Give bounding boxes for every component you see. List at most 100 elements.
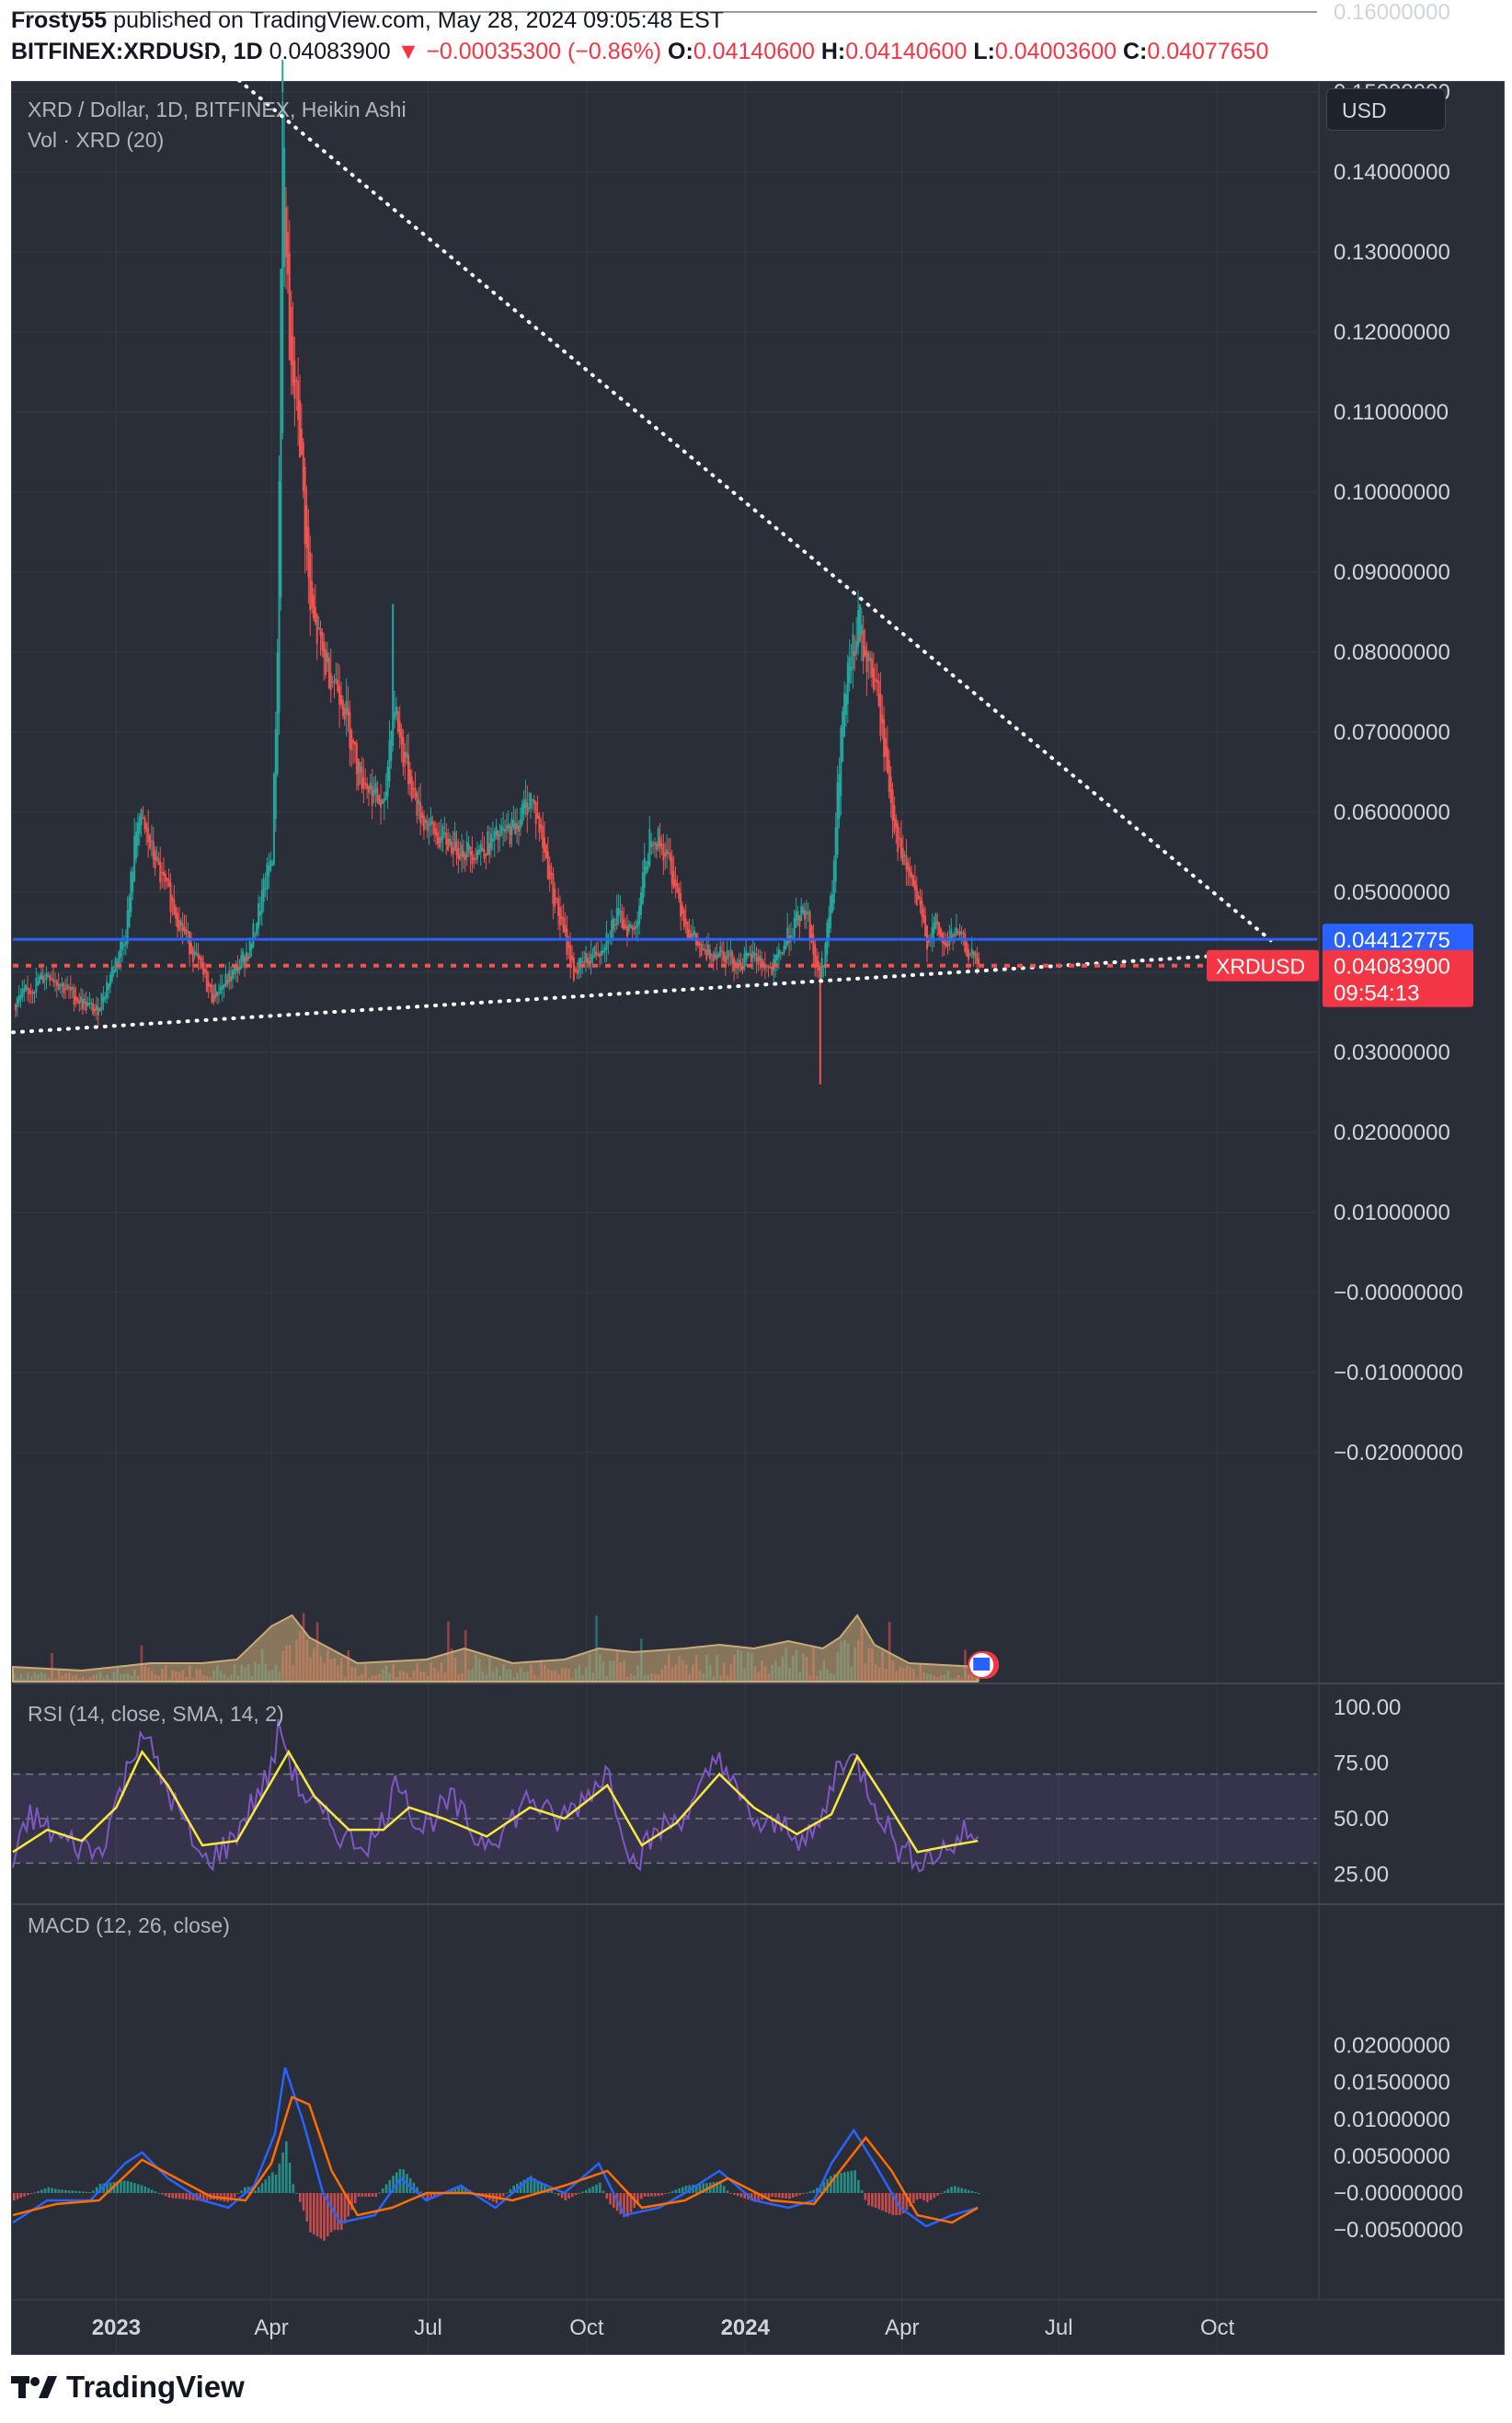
candle-body <box>300 429 303 455</box>
candle-body <box>311 580 314 609</box>
candle-body <box>727 955 730 957</box>
candle-body <box>913 880 916 891</box>
candle-body <box>414 787 417 798</box>
candle-body <box>285 207 288 258</box>
macd-pane[interactable] <box>12 2067 980 2241</box>
macd-histogram-bar <box>40 2189 43 2193</box>
macd-histogram-bar <box>871 2193 874 2207</box>
macd-histogram-bar <box>781 2193 785 2199</box>
candle-body <box>64 988 67 991</box>
candle-body <box>224 973 227 986</box>
candle-body <box>738 959 740 966</box>
candle-body <box>268 865 270 877</box>
macd-histogram-bar <box>337 2193 339 2231</box>
candle-body <box>238 966 241 970</box>
candle-body <box>407 754 410 785</box>
volume-legend-title[interactable]: Vol · XRD (20) <box>28 128 165 152</box>
candle-body <box>39 975 41 983</box>
candle-body <box>657 828 659 847</box>
macd-histogram-bar <box>601 2190 605 2193</box>
candle-body <box>897 823 899 853</box>
macd-histogram-bar <box>694 2184 698 2193</box>
macd-histogram-bar <box>181 2193 185 2199</box>
macd-histogram-bar <box>51 2188 53 2193</box>
candle-body <box>751 951 754 959</box>
macd-histogram-bar <box>326 2193 329 2237</box>
x-tick-label: Apr <box>254 2315 288 2340</box>
candle-body <box>538 815 541 833</box>
candle-body <box>325 649 327 675</box>
macd-histogram-bar <box>560 2193 564 2199</box>
macd-histogram-bar <box>867 2193 870 2206</box>
candle-body <box>681 904 683 914</box>
candle-body <box>655 843 658 850</box>
macd-histogram-bar <box>536 2180 540 2193</box>
macd-histogram-bar <box>343 2193 347 2223</box>
candle-body <box>627 924 630 932</box>
candle-body <box>534 801 537 824</box>
candle-body <box>315 614 318 645</box>
candle-body <box>207 981 210 987</box>
tradingview-logo[interactable]: TradingView <box>11 2370 245 2405</box>
candle-body <box>816 955 819 968</box>
candle-body <box>843 693 846 737</box>
candle-body <box>477 848 480 856</box>
macd-histogram-bar <box>836 2173 840 2193</box>
macd-histogram-bar <box>526 2177 529 2193</box>
candle-body <box>810 925 813 942</box>
candle-body <box>447 838 450 851</box>
candle-body <box>398 721 401 738</box>
candle-body <box>487 831 489 856</box>
rsi-legend-title[interactable]: RSI (14, close, SMA, 14, 2) <box>28 1702 284 1726</box>
candle-body <box>844 694 847 716</box>
rsi-pane[interactable] <box>12 1718 1317 1873</box>
candle-body <box>286 232 289 275</box>
candle-body <box>702 948 704 950</box>
candle-body <box>159 861 162 883</box>
macd-histogram-bar <box>302 2193 305 2211</box>
candle-body <box>173 899 176 915</box>
macd-legend-title[interactable]: MACD (12, 26, close) <box>28 1913 230 1937</box>
candle-body <box>690 934 693 940</box>
candle-body <box>388 740 391 782</box>
candle-body <box>441 826 444 840</box>
candle-body <box>786 927 789 945</box>
macd-histogram-bar <box>47 2187 51 2193</box>
macd-histogram-bar <box>502 2193 505 2197</box>
macd-histogram-bar <box>909 2193 911 2207</box>
candle-body <box>95 1005 97 1010</box>
candle-body <box>81 999 84 1009</box>
candle-body <box>814 944 817 968</box>
candle-body <box>819 966 821 989</box>
candle-body <box>319 628 322 636</box>
macd-histogram-bar <box>450 2189 453 2193</box>
candle-body <box>390 730 393 761</box>
macd-histogram-bar <box>860 2189 864 2193</box>
candle-body <box>891 789 894 821</box>
candle-body <box>667 851 670 854</box>
macd-histogram-bar <box>64 2189 67 2193</box>
candle-body <box>52 979 55 982</box>
candle-body <box>189 942 192 954</box>
candle-body <box>457 848 460 859</box>
candle-body <box>100 993 103 1010</box>
price-tick-label: 0.05000000 <box>1334 880 1450 905</box>
candle-body <box>500 825 503 835</box>
macd-histogram-bar <box>753 2193 757 2202</box>
candle-body <box>652 844 655 846</box>
macd-histogram-bar <box>636 2193 639 2204</box>
macd-histogram-bar <box>626 2193 629 2217</box>
chart-area[interactable] <box>11 81 1505 2355</box>
candle-body <box>304 466 306 545</box>
candle-body <box>452 847 454 855</box>
currency-button[interactable]: USD <box>1326 88 1446 131</box>
candle-body <box>731 952 734 965</box>
candle-body <box>820 958 823 978</box>
candle-body <box>522 800 525 815</box>
candle-body <box>603 947 606 952</box>
candle-body <box>682 909 685 927</box>
price-legend-title[interactable]: XRD / Dollar, 1D, BITFINEX, Heikin Ashi <box>28 98 407 121</box>
price-pane[interactable] <box>14 60 980 1085</box>
candle-body <box>828 917 830 939</box>
